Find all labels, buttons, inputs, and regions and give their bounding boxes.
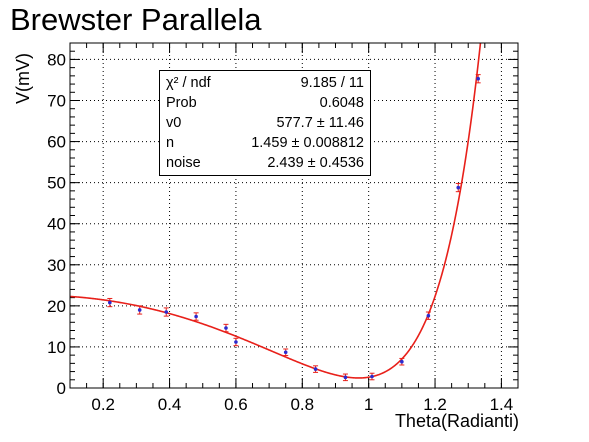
y-axis-label: V(mV): [13, 53, 33, 104]
x-tick-label: 1.4: [490, 395, 514, 414]
x-tick-label: 1: [364, 395, 373, 414]
x-tick-label: 0.2: [91, 395, 115, 414]
y-tick-label: 20: [47, 297, 66, 316]
stat-row: Prob 0.6048: [166, 95, 364, 115]
data-point: [476, 76, 480, 81]
data-point: [456, 185, 461, 190]
data-point: [426, 313, 431, 318]
y-tick-label: 60: [47, 133, 66, 152]
chart-title: Brewster Parallela: [10, 2, 262, 37]
stat-key: v0: [166, 115, 182, 131]
y-tick-label: 0: [57, 379, 66, 398]
stat-row: n 1.459 ± 0.008812: [166, 135, 364, 155]
y-tick-label: 30: [47, 256, 66, 275]
stat-value: 1.459 ± 0.008812: [251, 135, 364, 151]
data-point: [234, 340, 238, 344]
stat-row: noise 2.439 ± 0.4536: [166, 155, 364, 175]
data-point: [194, 314, 198, 319]
x-tick-label: 0.8: [290, 395, 314, 414]
stat-value: 0.6048: [319, 95, 364, 111]
data-point: [370, 374, 374, 379]
fit-stats-box: χ² / ndf 9.185 / 11 Prob 0.6048 v0 577.7 ± 11…: [159, 70, 371, 176]
stat-value: 577.7 ± 11.46: [276, 115, 364, 131]
data-point: [137, 308, 142, 312]
data-point: [343, 375, 348, 380]
stat-key: Prob: [166, 95, 197, 111]
y-tick-label: 40: [47, 215, 66, 234]
data-point: [108, 300, 112, 305]
y-tick-label: 70: [47, 92, 66, 111]
data-point: [400, 359, 404, 364]
plot-frame: [69, 42, 519, 389]
data-point: [224, 326, 228, 330]
stat-row: χ² / ndf 9.185 / 11: [166, 75, 364, 95]
data-point: [313, 367, 318, 371]
stat-value: 2.439 ± 0.4536: [267, 155, 364, 171]
data-point: [283, 350, 288, 355]
y-tick-label: 10: [47, 338, 66, 357]
stat-key: χ² / ndf: [166, 75, 211, 91]
stat-key: noise: [166, 155, 201, 171]
y-tick-label: 80: [47, 50, 66, 69]
stat-row: v0 577.7 ± 11.46: [166, 115, 364, 135]
x-tick-label: 0.6: [224, 395, 248, 414]
x-tick-label: 0.4: [158, 395, 182, 414]
x-axis-label: Theta(Radianti): [394, 411, 519, 431]
data-point: [164, 310, 169, 314]
stat-value: 9.185 / 11: [300, 75, 364, 91]
stat-key: n: [166, 135, 175, 151]
y-tick-label: 50: [47, 174, 66, 193]
x-tick-label: 1.2: [423, 395, 447, 414]
